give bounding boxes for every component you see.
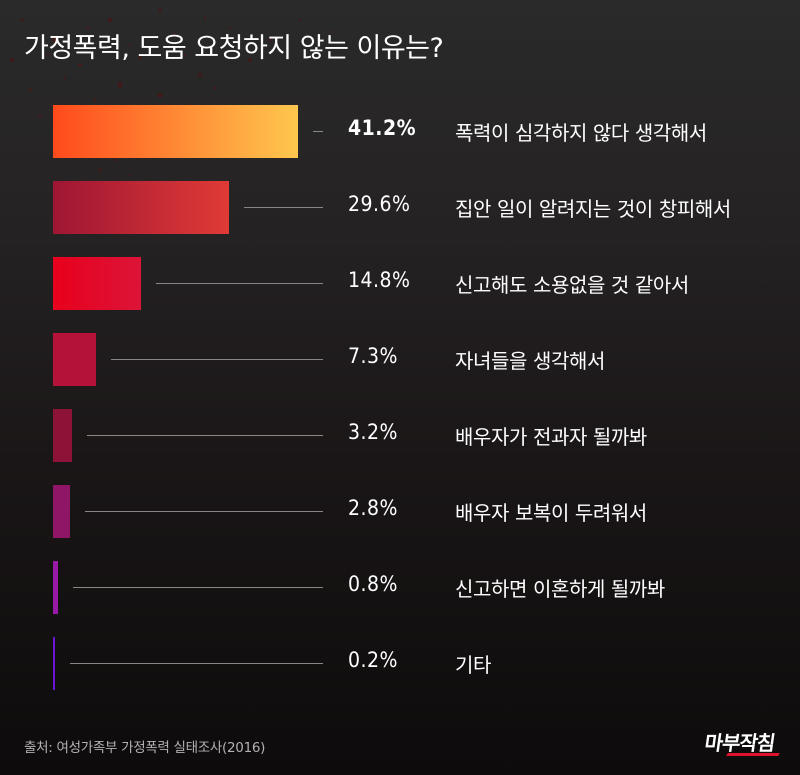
leader-line [111, 359, 323, 360]
chart-row: 3.2% 배우자가 전과자 될까봐 [0, 409, 800, 462]
percent-value: 7.3% [348, 344, 398, 368]
chart-row: 41.2% 폭력이 심각하지 않다 생각해서 [0, 105, 800, 158]
chart-row: 29.6% 집안 일이 알려지는 것이 창피해서 [0, 181, 800, 234]
brand-logo-underline [726, 753, 780, 756]
leader-line [87, 435, 323, 436]
chart-row: 14.8% 신고해도 소용없을 것 같아서 [0, 257, 800, 310]
bar [53, 485, 70, 538]
source-caption: 출처: 여성가족부 가정폭력 실태조사(2016) [24, 740, 266, 756]
reason-label: 배우자 보복이 두려워서 [455, 501, 647, 525]
bar [53, 333, 96, 386]
percent-value: 41.2% [348, 116, 417, 140]
percent-value: 29.6% [348, 192, 411, 216]
bar [53, 409, 72, 462]
percent-value: 3.2% [348, 420, 398, 444]
bar [53, 637, 55, 690]
bar [53, 181, 229, 234]
brand-logo: 마부작침 [703, 727, 787, 756]
percent-value: 0.8% [348, 572, 398, 596]
brand-logo-text: 마부작침 [703, 731, 777, 755]
leader-line [70, 663, 323, 664]
leader-line [156, 283, 323, 284]
chart-row: 7.3% 자녀들을 생각해서 [0, 333, 800, 386]
reason-label: 신고해도 소용없을 것 같아서 [455, 273, 689, 297]
percent-value: 14.8% [348, 268, 411, 292]
reason-label: 폭력이 심각하지 않다 생각해서 [455, 121, 707, 145]
percent-value: 0.2% [348, 648, 398, 672]
bar [53, 257, 141, 310]
leader-line [73, 587, 323, 588]
reason-label: 집안 일이 알려지는 것이 창피해서 [455, 197, 731, 221]
leader-line [85, 511, 323, 512]
chart-row: 0.8% 신고하면 이혼하게 될까봐 [0, 561, 800, 614]
chart-title: 가정폭력, 도움 요청하지 않는 이유는? [24, 33, 444, 64]
reason-label: 배우자가 전과자 될까봐 [455, 425, 647, 449]
reason-label: 자녀들을 생각해서 [455, 349, 605, 373]
chart-row: 0.2% 기타 [0, 637, 800, 690]
leader-line [244, 207, 323, 208]
reason-label: 기타 [455, 653, 491, 677]
percent-value: 2.8% [348, 496, 398, 520]
bar [53, 105, 298, 158]
reason-label: 신고하면 이혼하게 될까봐 [455, 577, 665, 601]
chart-row: 2.8% 배우자 보복이 두려워서 [0, 485, 800, 538]
bar [53, 561, 58, 614]
leader-line [313, 131, 323, 132]
